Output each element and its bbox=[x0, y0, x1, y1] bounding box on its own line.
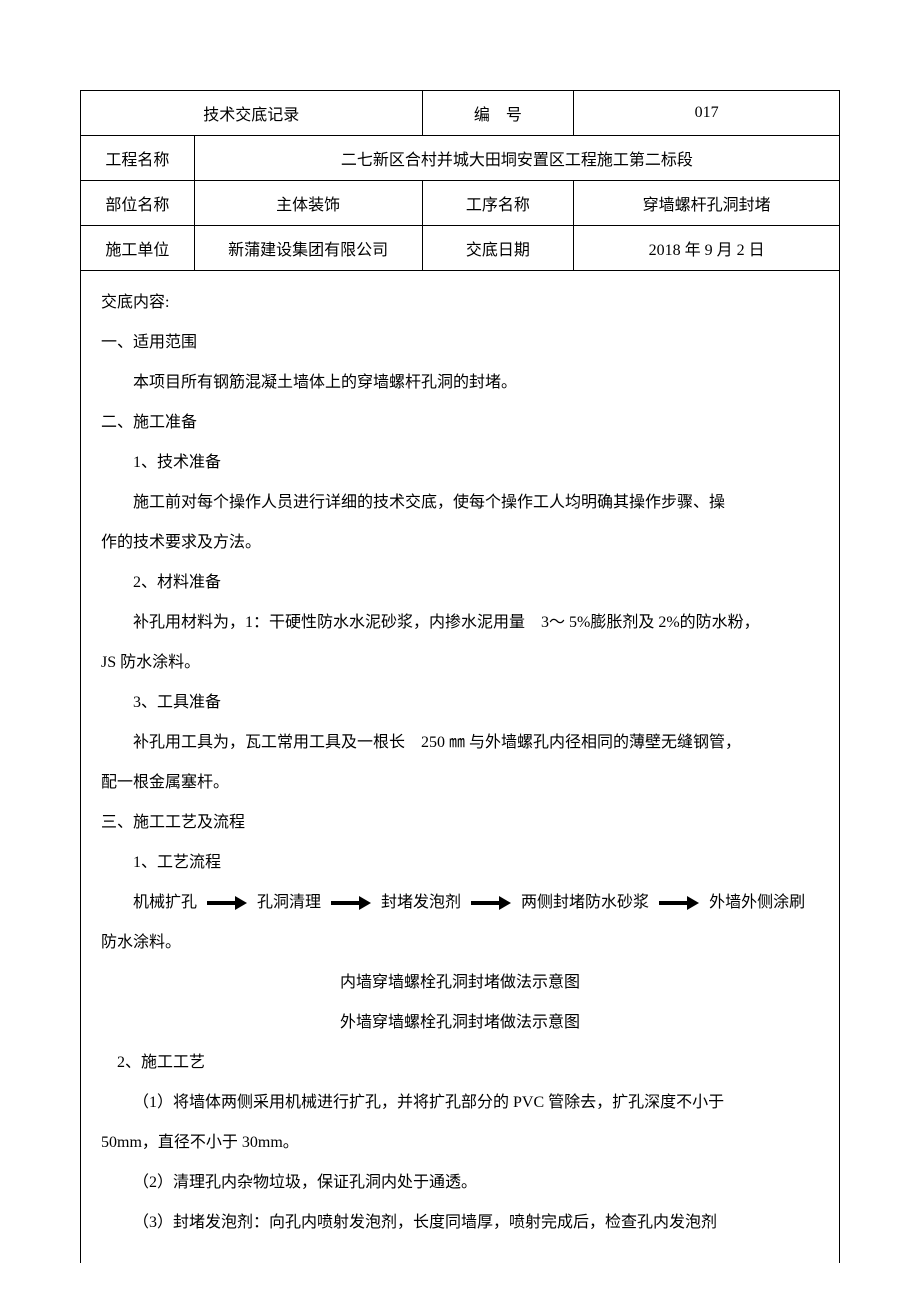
number-label-cell: 编 号 bbox=[422, 91, 574, 136]
flow-line: 机械扩孔 孔洞清理 封堵发泡剂 两侧封堵防水砂浆 外墙外侧涂刷 bbox=[101, 883, 819, 923]
section-2-item2: 2、材料准备 bbox=[101, 563, 819, 603]
header-row-2: 工程名称 二七新区合村并城大田垌安置区工程施工第二标段 bbox=[81, 136, 840, 181]
section-3-item2: 2、施工工艺 bbox=[101, 1043, 819, 1083]
page-container: 技术交底记录 编 号 017 工程名称 二七新区合村并城大田垌安置区工程施工第二… bbox=[0, 0, 920, 1303]
construction-unit-value: 新蒲建设集团有限公司 bbox=[194, 226, 422, 271]
section-3-p1: （1）将墙体两侧采用机械进行扩孔，并将扩孔部分的 PVC 管除去，扩孔深度不小于 bbox=[101, 1083, 819, 1123]
content-box: 交底内容: 一、适用范围 本项目所有钢筋混凝土墙体上的穿墙螺杆孔洞的封堵。 二、… bbox=[80, 271, 840, 1263]
section-3-title: 三、施工工艺及流程 bbox=[101, 803, 819, 843]
diagram-1-caption: 内墙穿墙螺栓孔洞封堵做法示意图 bbox=[101, 963, 819, 1003]
section-3-p3: （3）封堵发泡剂：向孔内喷射发泡剂，长度同墙厚，喷射完成后，检查孔内发泡剂 bbox=[101, 1203, 819, 1243]
content-heading: 交底内容: bbox=[101, 283, 819, 323]
section-2-p3: 补孔用工具为，瓦工常用工具及一根长 250 ㎜ 与外墙螺孔内径相同的薄壁无缝钢管… bbox=[101, 723, 819, 763]
section-2-p2: 补孔用材料为，1：干硬性防水水泥砂浆，内掺水泥用量 3～ 5%膨胀剂及 2%的防… bbox=[101, 603, 819, 643]
process-name-value: 穿墙螺杆孔洞封堵 bbox=[574, 181, 840, 226]
section-2-p3b: 配一根金属塞杆。 bbox=[101, 763, 819, 803]
header-row-4: 施工单位 新蒲建设集团有限公司 交底日期 2018 年 9 月 2 日 bbox=[81, 226, 840, 271]
flow-tail: 防水涂料。 bbox=[101, 923, 819, 963]
section-2-p2b: JS 防水涂料。 bbox=[101, 643, 819, 683]
arrow-icon bbox=[659, 898, 699, 908]
number-value-cell: 017 bbox=[574, 91, 840, 136]
process-name-label: 工序名称 bbox=[422, 181, 574, 226]
disclosure-date-value: 2018 年 9 月 2 日 bbox=[574, 226, 840, 271]
title-cell: 技术交底记录 bbox=[81, 91, 423, 136]
diagram-2-caption: 外墙穿墙螺栓孔洞封堵做法示意图 bbox=[101, 1003, 819, 1043]
section-2-item3: 3、工具准备 bbox=[101, 683, 819, 723]
header-row-1: 技术交底记录 编 号 017 bbox=[81, 91, 840, 136]
section-2-title: 二、施工准备 bbox=[101, 403, 819, 443]
arrow-icon bbox=[471, 898, 511, 908]
section-3-item1: 1、工艺流程 bbox=[101, 843, 819, 883]
section-3-p2: （2）清理孔内杂物垃圾，保证孔洞内处于通透。 bbox=[101, 1163, 819, 1203]
arrow-icon bbox=[207, 898, 247, 908]
section-2-p1b: 作的技术要求及方法。 bbox=[101, 523, 819, 563]
flow-step-1: 机械扩孔 bbox=[133, 894, 197, 911]
project-name-label: 工程名称 bbox=[81, 136, 195, 181]
section-2-item1: 1、技术准备 bbox=[101, 443, 819, 483]
flow-step-3: 封堵发泡剂 bbox=[381, 894, 461, 911]
header-row-3: 部位名称 主体装饰 工序名称 穿墙螺杆孔洞封堵 bbox=[81, 181, 840, 226]
flow-step-4: 两侧封堵防水砂浆 bbox=[521, 894, 649, 911]
disclosure-date-label: 交底日期 bbox=[422, 226, 574, 271]
section-1-title: 一、适用范围 bbox=[101, 323, 819, 363]
header-table: 技术交底记录 编 号 017 工程名称 二七新区合村并城大田垌安置区工程施工第二… bbox=[80, 90, 840, 271]
flow-step-5: 外墙外侧涂刷 bbox=[709, 894, 805, 911]
section-1-p1: 本项目所有钢筋混凝土墙体上的穿墙螺杆孔洞的封堵。 bbox=[101, 363, 819, 403]
flow-step-2: 孔洞清理 bbox=[257, 894, 321, 911]
construction-unit-label: 施工单位 bbox=[81, 226, 195, 271]
section-name-value: 主体装饰 bbox=[194, 181, 422, 226]
section-name-label: 部位名称 bbox=[81, 181, 195, 226]
project-name-value: 二七新区合村并城大田垌安置区工程施工第二标段 bbox=[194, 136, 839, 181]
section-3-p1b: 50mm，直径不小于 30mm。 bbox=[101, 1123, 819, 1163]
section-2-p1: 施工前对每个操作人员进行详细的技术交底，使每个操作工人均明确其操作步骤、操 bbox=[101, 483, 819, 523]
arrow-icon bbox=[331, 898, 371, 908]
